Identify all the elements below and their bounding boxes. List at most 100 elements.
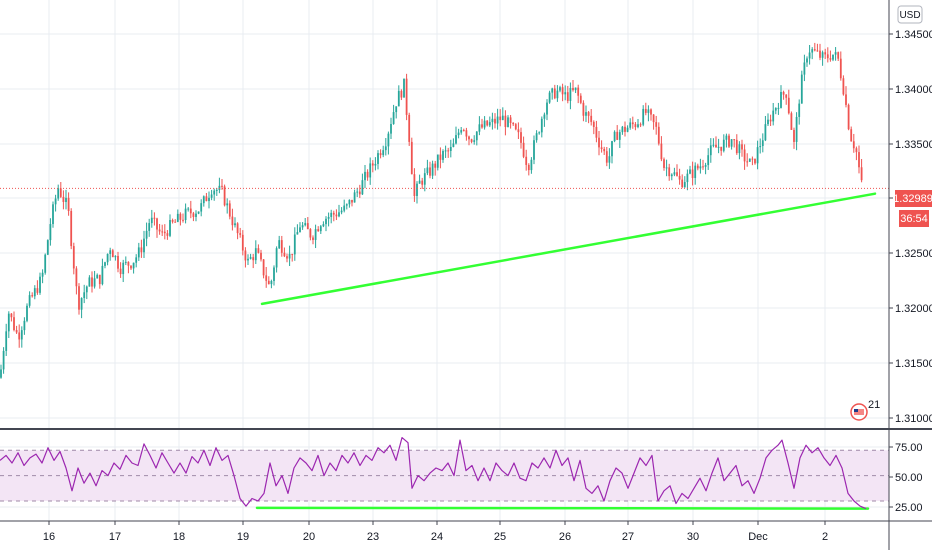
candle-44 (114, 255, 117, 261)
candle-225 (585, 105, 587, 123)
candle-272 (707, 148, 710, 170)
x-tick-12: 2 (822, 531, 828, 543)
candle-52 (135, 254, 138, 268)
candle-306 (795, 112, 798, 151)
candle-256 (665, 159, 668, 177)
candle-75 (195, 210, 197, 222)
candle-155 (403, 78, 405, 98)
candle-118 (306, 217, 309, 230)
candle-142 (369, 157, 372, 185)
candle-198 (514, 123, 517, 131)
candle-279 (725, 133, 728, 148)
candle-185 (481, 118, 483, 129)
candle-150 (390, 117, 392, 140)
rsi-series-path (0, 437, 867, 510)
candle-17 (44, 253, 47, 275)
price-tick-7: 1.31000 (895, 413, 932, 425)
economic-event-marker[interactable]: 21 (850, 399, 880, 421)
candle-201 (522, 136, 525, 159)
rsi-trendline-0[interactable] (255, 506, 870, 510)
candle-263 (683, 176, 686, 188)
candle-315 (819, 43, 821, 61)
candle-68 (176, 209, 179, 223)
candle-28 (72, 242, 75, 275)
candle-97 (252, 253, 255, 269)
candle-40 (104, 261, 106, 269)
candle-293 (761, 133, 764, 153)
candle-189 (491, 112, 494, 130)
candle-300 (780, 85, 782, 109)
candle-32 (83, 284, 86, 304)
price-trendline-0[interactable] (260, 192, 877, 306)
candle-282 (733, 138, 736, 148)
candle-195 (507, 115, 509, 128)
x-tick-2: 18 (173, 531, 185, 543)
candle-119 (309, 228, 312, 241)
candle-92 (239, 227, 242, 238)
candle-127 (330, 209, 333, 224)
candle-22 (57, 184, 60, 201)
candle-192 (499, 109, 502, 127)
candle-56 (145, 222, 148, 247)
candle-221 (574, 87, 577, 94)
candle-255 (663, 157, 665, 171)
candle-222 (577, 84, 580, 104)
candle-232 (603, 146, 606, 155)
current-price-label: 1.32989 (893, 193, 932, 205)
candle-174 (452, 138, 455, 148)
candle-321 (834, 47, 837, 61)
candle-60 (156, 217, 158, 238)
candle-215 (559, 85, 561, 93)
candle-12 (31, 292, 34, 298)
candle-317 (824, 48, 827, 59)
candle-307 (798, 99, 801, 125)
candle-76 (197, 211, 200, 215)
candle-74 (192, 211, 195, 222)
candle-274 (712, 138, 715, 148)
candle-178 (462, 128, 465, 132)
candle-254 (660, 136, 663, 162)
candle-329 (855, 146, 858, 161)
candle-24 (62, 190, 65, 210)
candle-105 (273, 265, 275, 286)
candle-219 (569, 82, 572, 110)
currency-button[interactable]: USD (897, 5, 923, 24)
x-tick-6: 24 (431, 531, 443, 543)
candle-301 (782, 90, 785, 100)
candle-162 (421, 177, 424, 190)
candle-309 (803, 54, 806, 82)
candle-295 (767, 113, 769, 127)
candle-297 (772, 102, 775, 126)
candle-326 (847, 103, 850, 131)
candle-125 (325, 216, 327, 232)
candle-41 (106, 253, 109, 266)
candle-31 (80, 297, 83, 319)
candle-271 (704, 162, 707, 175)
trendlines (255, 192, 877, 510)
candle-148 (384, 138, 387, 156)
candle-129 (335, 209, 338, 221)
candle-99 (257, 244, 260, 254)
price-tick-4: 1.32500 (895, 248, 932, 260)
candle-135 (351, 199, 353, 207)
rsi-band-fill (0, 450, 889, 501)
candle-138 (358, 184, 361, 198)
candles (0, 42, 863, 379)
x-tick-9: 27 (622, 531, 634, 543)
candle-253 (657, 122, 660, 146)
candle-59 (153, 212, 156, 226)
candle-19 (49, 218, 52, 246)
candle-181 (470, 138, 473, 144)
candle-233 (605, 146, 608, 167)
candle-278 (722, 134, 725, 153)
candle-0 (0, 364, 2, 379)
candle-169 (439, 147, 442, 169)
candle-175 (455, 126, 457, 145)
candle-224 (582, 100, 585, 122)
candle-262 (681, 174, 684, 189)
candle-211 (548, 90, 551, 104)
candle-26 (67, 192, 70, 216)
candle-39 (101, 258, 104, 286)
candle-247 (642, 105, 645, 127)
